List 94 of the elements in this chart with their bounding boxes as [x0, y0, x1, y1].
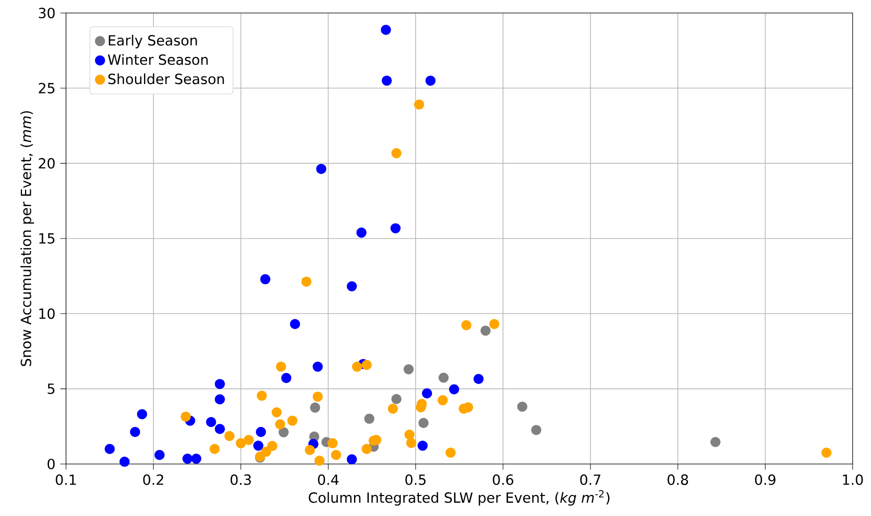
point	[391, 394, 402, 404]
point	[328, 438, 338, 448]
point	[346, 454, 357, 464]
y-axis-title: Snow Accumulation per Event, (mm)	[20, 111, 34, 366]
y-tick-label: 15	[39, 233, 54, 244]
point	[275, 419, 286, 430]
point	[214, 424, 225, 434]
point	[120, 456, 130, 467]
point	[438, 395, 448, 406]
legend-label: Winter Season	[108, 54, 208, 65]
point	[210, 444, 220, 454]
point	[480, 326, 491, 336]
x-tick-label: 0.6	[492, 474, 514, 485]
point	[182, 454, 193, 464]
point	[206, 416, 216, 428]
point	[362, 360, 372, 370]
point	[272, 407, 282, 418]
point	[154, 450, 165, 460]
y-tick-label: 30	[38, 8, 55, 18]
point	[418, 440, 428, 451]
point	[517, 402, 528, 412]
point	[404, 430, 415, 440]
point	[214, 394, 225, 404]
point	[489, 318, 500, 330]
legend-label: Shoulder Season	[108, 73, 224, 84]
x-tick-label: 0.2	[143, 474, 164, 485]
x-tick-label: 0.4	[318, 474, 339, 485]
point	[531, 424, 542, 436]
point	[301, 276, 312, 287]
point	[346, 281, 357, 292]
point	[473, 374, 484, 384]
x-tick-label: 0.3	[230, 474, 251, 485]
point	[446, 448, 456, 458]
point	[267, 440, 278, 452]
y-tick-label: 20	[38, 158, 55, 169]
point	[438, 372, 449, 383]
point	[314, 456, 325, 466]
point	[406, 438, 416, 448]
y-tick-label: 25	[38, 82, 54, 94]
point	[461, 320, 472, 330]
point	[180, 412, 191, 422]
point	[191, 454, 202, 464]
point	[260, 274, 270, 284]
x-tick-label: 0.5	[405, 474, 426, 485]
x-tick-label: 0.1	[56, 474, 76, 485]
point	[449, 384, 460, 394]
x-tick-label: 0.9	[755, 474, 776, 485]
point	[404, 364, 414, 374]
x-tick-label: 0.8	[668, 474, 688, 485]
point	[821, 448, 832, 458]
point	[414, 99, 424, 110]
point	[425, 76, 436, 86]
point	[382, 76, 392, 86]
point	[290, 318, 300, 330]
point	[261, 446, 272, 457]
point	[390, 223, 401, 234]
point	[418, 418, 429, 428]
point	[364, 414, 374, 424]
point	[380, 24, 391, 35]
point	[276, 362, 286, 372]
point	[362, 444, 372, 454]
x-tick-label: 1.0	[843, 474, 863, 485]
y-tick-label: 0	[48, 458, 55, 470]
point	[422, 388, 432, 398]
point	[214, 378, 225, 390]
point	[710, 436, 720, 448]
y-tick-label: 5	[48, 384, 54, 394]
point	[388, 404, 398, 414]
point	[130, 426, 140, 438]
point	[287, 416, 298, 426]
point	[391, 148, 402, 158]
point	[463, 402, 474, 412]
x-axis-title: Column Integrated SLW per Event, (kg m$^{-2}$)	[308, 490, 610, 506]
y-tick-label: 10	[39, 308, 55, 319]
legend-label: Early Season	[108, 34, 197, 48]
point	[278, 427, 289, 438]
point	[331, 450, 342, 460]
point	[244, 434, 254, 445]
point	[312, 362, 323, 372]
point	[304, 444, 315, 456]
point	[281, 372, 292, 384]
point	[256, 390, 267, 401]
point	[224, 430, 235, 442]
x-tick-label: 0.7	[580, 474, 600, 485]
point	[356, 228, 367, 238]
point	[236, 438, 246, 448]
point	[256, 426, 266, 438]
point	[104, 444, 115, 454]
point	[316, 164, 326, 174]
point	[352, 362, 362, 372]
point	[136, 409, 148, 420]
point	[253, 440, 264, 451]
point	[312, 392, 323, 402]
point	[310, 402, 320, 413]
